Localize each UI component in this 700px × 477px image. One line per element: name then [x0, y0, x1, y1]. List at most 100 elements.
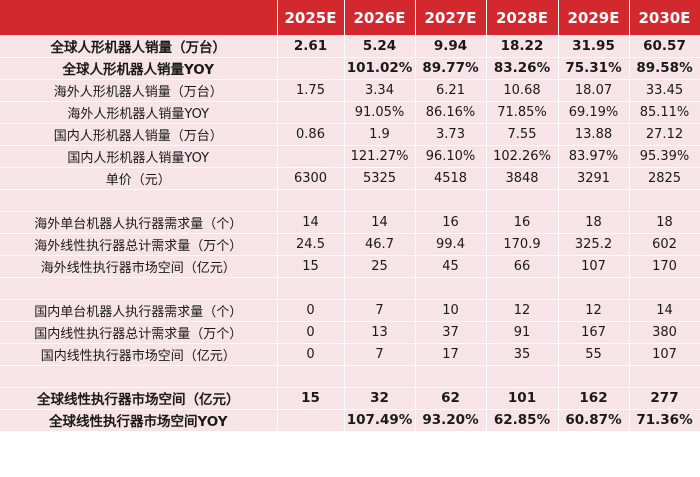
table-row: 海外线性执行器总计需求量（万个） 24.5 46.7 99.4 170.9 325.2 60…: [0, 233, 700, 256]
value-cell: [415, 365, 487, 388]
table-row: 全球人形机器人销量YOY 101.02% 89.77% 83.26% 75.31% 89.…: [0, 57, 700, 80]
table-row: 国内线性执行器总计需求量（万个） 0 13 37 91 167 380: [0, 321, 700, 344]
value-cell: 1.75: [277, 79, 345, 102]
row-label-cell: 海外线性执行器总计需求量（万个）: [0, 233, 278, 256]
value-cell: 91: [486, 321, 559, 344]
value-cell: 15: [277, 387, 345, 410]
value-cell: 71.36%: [629, 409, 700, 432]
value-cell: 89.58%: [629, 57, 700, 80]
value-cell: 101.02%: [344, 57, 416, 80]
value-cell: 0: [277, 343, 345, 366]
value-cell: 18: [558, 211, 630, 234]
value-cell: [277, 57, 345, 80]
row-label-cell: [0, 189, 278, 212]
table-row: 全球线性执行器市场空间（亿元） 15 32 62 101 162 277: [0, 387, 700, 410]
value-cell: 95.39%: [629, 145, 700, 168]
value-cell: 89.77%: [415, 57, 487, 80]
row-label-cell: 全球人形机器人销量YOY: [0, 57, 278, 80]
value-cell: 25: [344, 255, 416, 278]
value-cell: 13.88: [558, 123, 630, 146]
value-cell: 170.9: [486, 233, 559, 256]
value-cell: [558, 189, 630, 212]
value-cell: 32: [344, 387, 416, 410]
row-label-cell: 全球线性执行器市场空间（亿元）: [0, 387, 278, 410]
table-header: 2025E 2026E 2027E 2028E 2029E 2030E: [0, 0, 700, 35]
value-cell: 24.5: [277, 233, 345, 256]
value-cell: 16: [486, 211, 559, 234]
value-cell: 7.55: [486, 123, 559, 146]
value-cell: 16: [415, 211, 487, 234]
value-cell: 1.9: [344, 123, 416, 146]
header-cell-2027e: 2027E: [415, 0, 487, 35]
value-cell: 0.86: [277, 123, 345, 146]
value-cell: 3.73: [415, 123, 487, 146]
table-body: 全球人形机器人销量（万台） 2.61 5.24 9.94 18.22 31.95 60.57…: [0, 35, 700, 432]
value-cell: [277, 409, 345, 432]
row-label-cell: 海外单台机器人执行器需求量（个）: [0, 211, 278, 234]
value-cell: 107: [629, 343, 700, 366]
value-cell: 33.45: [629, 79, 700, 102]
value-cell: 107.49%: [344, 409, 416, 432]
value-cell: 121.27%: [344, 145, 416, 168]
row-label-cell: 国内线性执行器市场空间（亿元）: [0, 343, 278, 366]
table-row: 国内线性执行器市场空间（亿元） 0 7 17 35 55 107: [0, 343, 700, 366]
value-cell: [277, 101, 345, 124]
value-cell: 83.26%: [486, 57, 559, 80]
value-cell: [558, 277, 630, 300]
value-cell: 46.7: [344, 233, 416, 256]
header-cell-2025e: 2025E: [277, 0, 345, 35]
value-cell: 27.12: [629, 123, 700, 146]
value-cell: 86.16%: [415, 101, 487, 124]
value-cell: 62: [415, 387, 487, 410]
value-cell: 18: [629, 211, 700, 234]
table-row: 海外单台机器人执行器需求量（个） 14 14 16 16 18 18: [0, 211, 700, 234]
value-cell: 55: [558, 343, 630, 366]
value-cell: 380: [629, 321, 700, 344]
header-cell-2026e: 2026E: [344, 0, 416, 35]
value-cell: [415, 277, 487, 300]
value-cell: 4518: [415, 167, 487, 190]
row-label-cell: 国内人形机器人销量（万台）: [0, 123, 278, 146]
value-cell: 107: [558, 255, 630, 278]
value-cell: [415, 189, 487, 212]
value-cell: [277, 277, 345, 300]
value-cell: 101: [486, 387, 559, 410]
spacer-row: [0, 189, 700, 212]
value-cell: [486, 365, 559, 388]
value-cell: 0: [277, 299, 345, 322]
value-cell: 14: [629, 299, 700, 322]
value-cell: [344, 277, 416, 300]
row-label-cell: 国内线性执行器总计需求量（万个）: [0, 321, 278, 344]
value-cell: 277: [629, 387, 700, 410]
row-label-cell: 全球线性执行器市场空间YOY: [0, 409, 278, 432]
value-cell: 102.26%: [486, 145, 559, 168]
value-cell: 17: [415, 343, 487, 366]
value-cell: [486, 277, 559, 300]
value-cell: 7: [344, 343, 416, 366]
value-cell: 14: [277, 211, 345, 234]
value-cell: 10: [415, 299, 487, 322]
row-label-cell: 单价（元）: [0, 167, 278, 190]
value-cell: 15: [277, 255, 345, 278]
table-row: 单价（元） 6300 5325 4518 3848 3291 2825: [0, 167, 700, 190]
value-cell: 3848: [486, 167, 559, 190]
value-cell: 9.94: [415, 35, 487, 58]
value-cell: [277, 365, 345, 388]
value-cell: [277, 189, 345, 212]
value-cell: [277, 145, 345, 168]
spacer-row: [0, 277, 700, 300]
value-cell: 14: [344, 211, 416, 234]
value-cell: [344, 189, 416, 212]
value-cell: 13: [344, 321, 416, 344]
value-cell: [486, 189, 559, 212]
value-cell: 66: [486, 255, 559, 278]
value-cell: 7: [344, 299, 416, 322]
value-cell: 60.57: [629, 35, 700, 58]
value-cell: 18.22: [486, 35, 559, 58]
value-cell: 2.61: [277, 35, 345, 58]
value-cell: 2825: [629, 167, 700, 190]
header-cell-2029e: 2029E: [558, 0, 630, 35]
value-cell: 3.34: [344, 79, 416, 102]
header-cell-2028e: 2028E: [486, 0, 559, 35]
value-cell: [629, 365, 700, 388]
